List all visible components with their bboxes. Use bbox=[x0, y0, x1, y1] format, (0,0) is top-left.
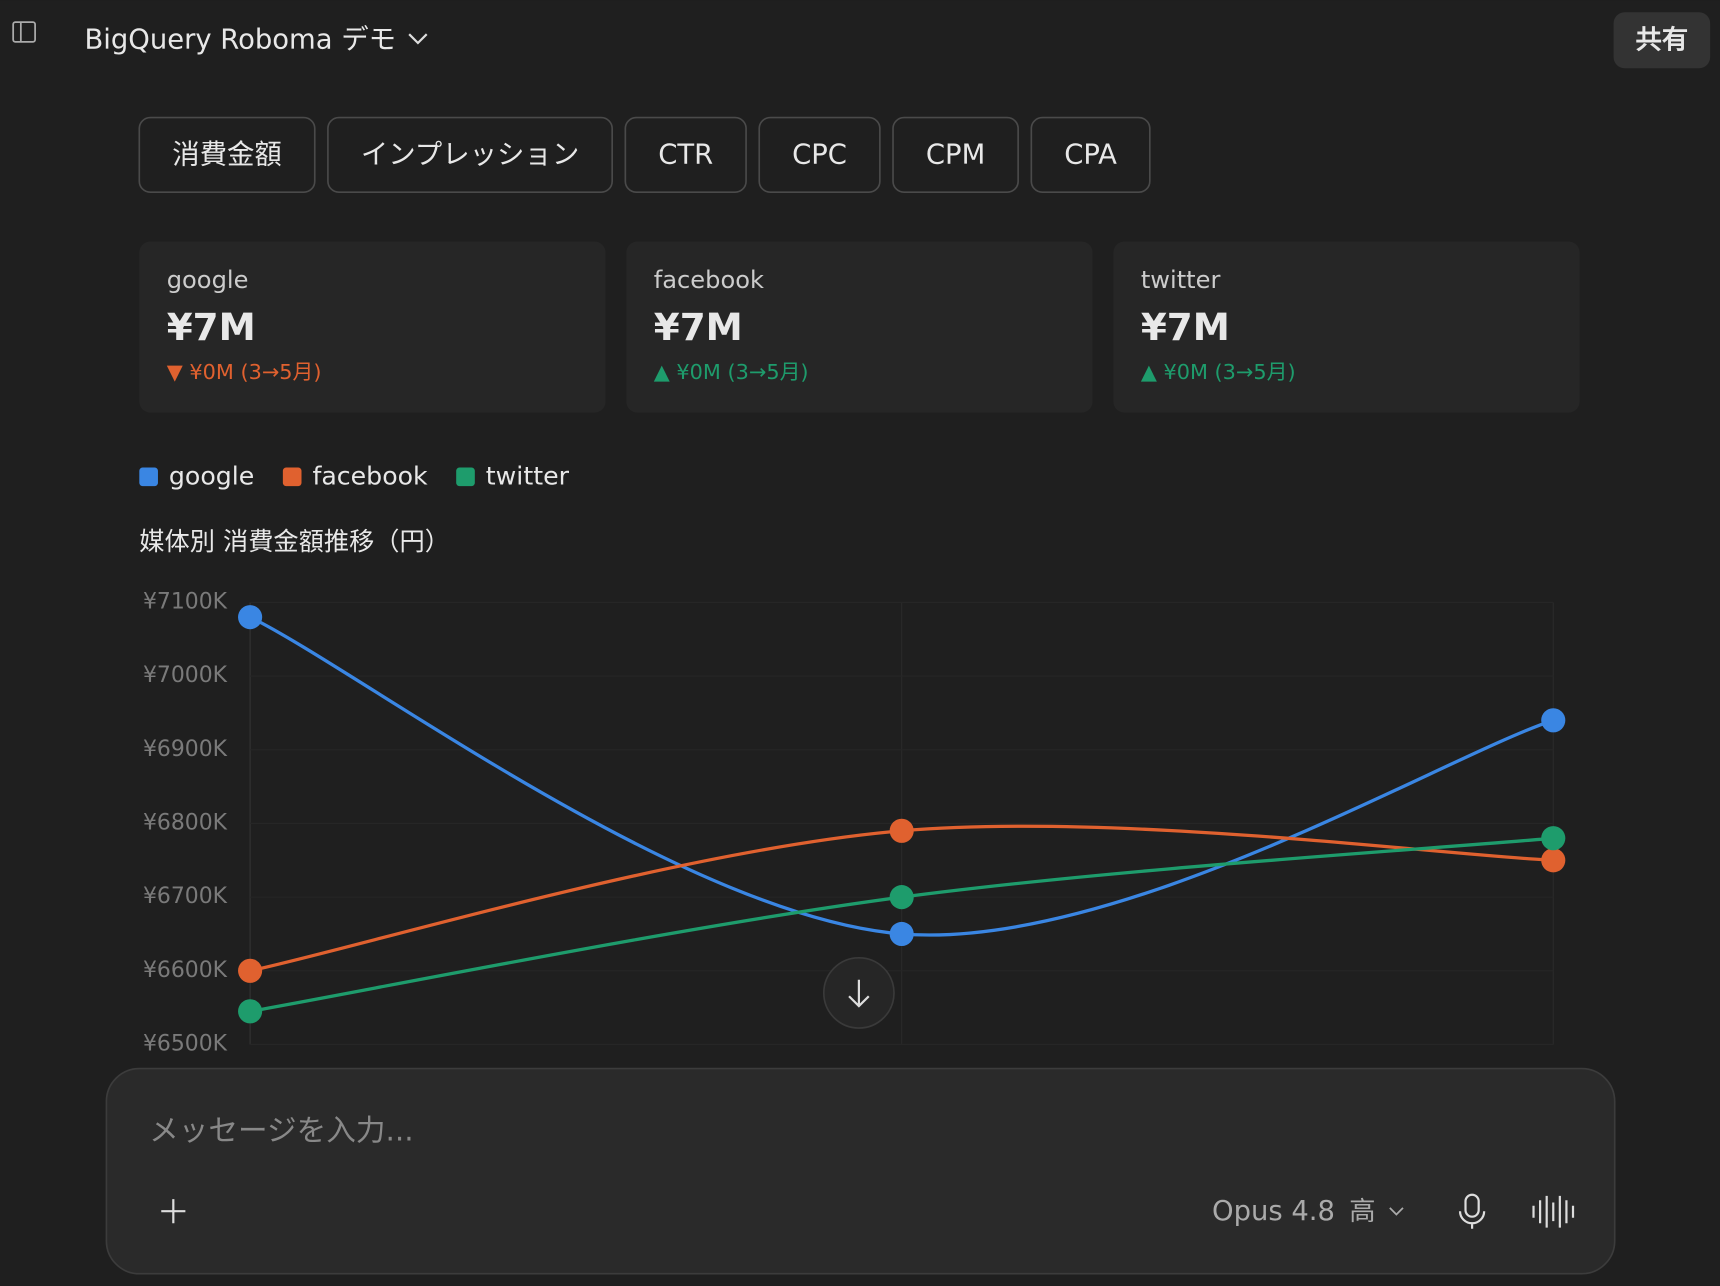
legend-label: facebook bbox=[312, 461, 428, 490]
y-tick-label: ¥6700K bbox=[143, 884, 228, 909]
legend-swatch bbox=[456, 467, 475, 487]
tab-button[interactable] bbox=[327, 116, 613, 193]
data-point[interactable] bbox=[889, 921, 914, 947]
data-point[interactable] bbox=[889, 818, 914, 843]
data-point[interactable] bbox=[1541, 848, 1566, 873]
model-dropdown bbox=[1389, 1207, 1404, 1216]
legend-swatch bbox=[139, 467, 158, 487]
message-placeholder[interactable]: メッセージを入力... bbox=[149, 1114, 414, 1148]
tab-label[interactable]: インプレッション bbox=[361, 139, 579, 170]
mic-button[interactable] bbox=[1458, 1193, 1486, 1229]
tab-button[interactable] bbox=[758, 116, 881, 193]
data-point[interactable] bbox=[238, 958, 263, 983]
tab-label[interactable]: CPC bbox=[792, 139, 847, 170]
mic-icon bbox=[1458, 1211, 1486, 1229]
card-name: facebook bbox=[654, 266, 764, 294]
sidebar-toggle[interactable] bbox=[12, 21, 36, 43]
tab-button[interactable] bbox=[138, 116, 316, 193]
metric-card bbox=[1113, 241, 1580, 413]
metric-card bbox=[626, 241, 1093, 413]
scroll-down-button[interactable] bbox=[822, 956, 895, 1029]
effort-level[interactable]: 高 bbox=[1349, 1197, 1375, 1227]
y-tick-label: ¥7000K bbox=[143, 663, 228, 688]
y-tick-label: ¥6600K bbox=[143, 958, 228, 983]
arrow-icon bbox=[848, 979, 870, 1008]
metric-card bbox=[139, 241, 606, 413]
dropdown-icon bbox=[408, 33, 428, 45]
card-name: twitter bbox=[1141, 266, 1221, 294]
chart-title: 媒体別 消費金額推移（円） bbox=[139, 527, 450, 556]
y-tick-label: ¥6800K bbox=[143, 810, 228, 835]
mic-icon bbox=[1464, 1193, 1480, 1218]
project-title[interactable]: BigQuery Roboma デモ bbox=[84, 24, 396, 55]
card-change: ▼ ¥0M (3→5月) bbox=[167, 360, 322, 384]
tab-label[interactable]: 消費金額 bbox=[172, 139, 282, 170]
data-point[interactable] bbox=[1541, 708, 1566, 733]
add-button[interactable] bbox=[161, 1199, 186, 1224]
card-name: google bbox=[167, 266, 249, 294]
data-point[interactable] bbox=[889, 885, 914, 910]
data-point[interactable] bbox=[238, 605, 263, 630]
tab-button[interactable] bbox=[892, 116, 1019, 193]
tab-label[interactable]: CPM bbox=[926, 139, 985, 170]
legend-label: google bbox=[169, 461, 254, 490]
card-change: ▲ ¥0M (3→5月) bbox=[654, 360, 809, 384]
tab-label[interactable]: CTR bbox=[658, 139, 713, 170]
y-tick-label: ¥6500K bbox=[143, 1031, 228, 1056]
legend-label: twitter bbox=[486, 461, 570, 490]
legend-swatch bbox=[282, 467, 302, 487]
share-button[interactable] bbox=[1613, 12, 1711, 69]
y-tick-label: ¥6900K bbox=[143, 737, 228, 762]
data-point[interactable] bbox=[1541, 826, 1566, 851]
card-change: ▲ ¥0M (3→5月) bbox=[1141, 360, 1296, 384]
model-name[interactable]: Opus 4.8 bbox=[1212, 1196, 1335, 1227]
voice-button[interactable] bbox=[1532, 1195, 1575, 1228]
share-label[interactable]: 共有 bbox=[1636, 25, 1689, 55]
card-value: ¥7M bbox=[1141, 305, 1230, 349]
sidebar-icon bbox=[12, 21, 36, 43]
message-box[interactable] bbox=[105, 1067, 1616, 1275]
card-value: ¥7M bbox=[167, 305, 256, 349]
data-point[interactable] bbox=[238, 999, 263, 1024]
tab-button[interactable] bbox=[1030, 116, 1151, 193]
y-tick-label: ¥7100K bbox=[143, 589, 228, 614]
card-value: ¥7M bbox=[654, 305, 743, 349]
tab-button[interactable] bbox=[624, 116, 747, 193]
tab-label[interactable]: CPA bbox=[1064, 139, 1117, 170]
